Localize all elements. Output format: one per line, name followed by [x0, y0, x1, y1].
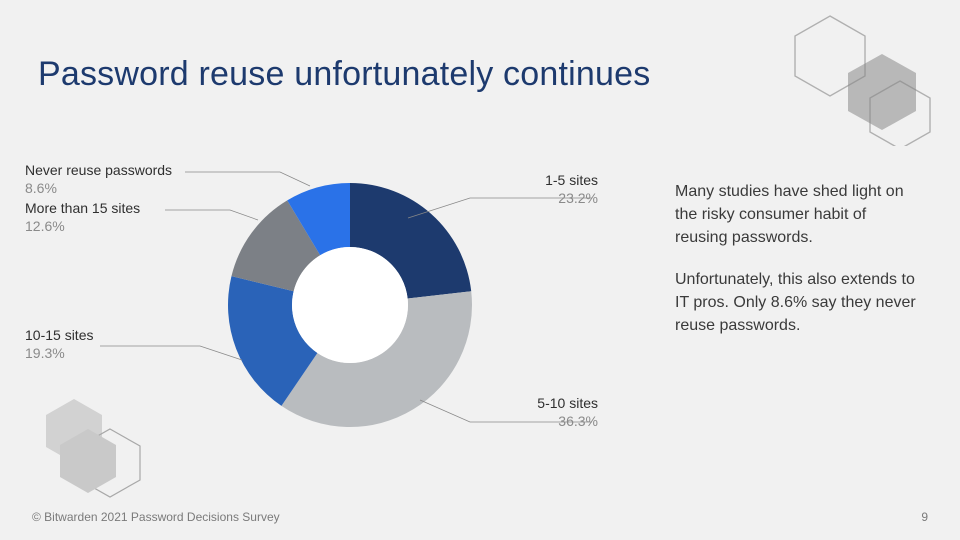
donut-label: 1-5 sites23.2% — [545, 172, 598, 207]
hex-deco-top-right — [770, 6, 940, 146]
donut-label: 5-10 sites36.3% — [537, 395, 598, 430]
body-paragraph-2: Unfortunately, this also extends to IT p… — [675, 268, 920, 338]
page-title: Password reuse unfortunately continues — [38, 55, 650, 94]
body-paragraph-1: Many studies have shed light on the risk… — [675, 180, 920, 250]
page-number: 9 — [921, 510, 928, 524]
donut-label: More than 15 sites12.6% — [25, 200, 140, 235]
donut-label: 10-15 sites19.3% — [25, 327, 93, 362]
body-copy: Many studies have shed light on the risk… — [675, 180, 920, 355]
donut-label: Never reuse passwords8.6% — [25, 162, 172, 197]
donut-chart: 1-5 sites23.2% 5-10 sites36.3% 10-15 sites… — [20, 150, 660, 490]
footer-copyright: © Bitwarden 2021 Password Decisions Surv… — [32, 510, 280, 524]
